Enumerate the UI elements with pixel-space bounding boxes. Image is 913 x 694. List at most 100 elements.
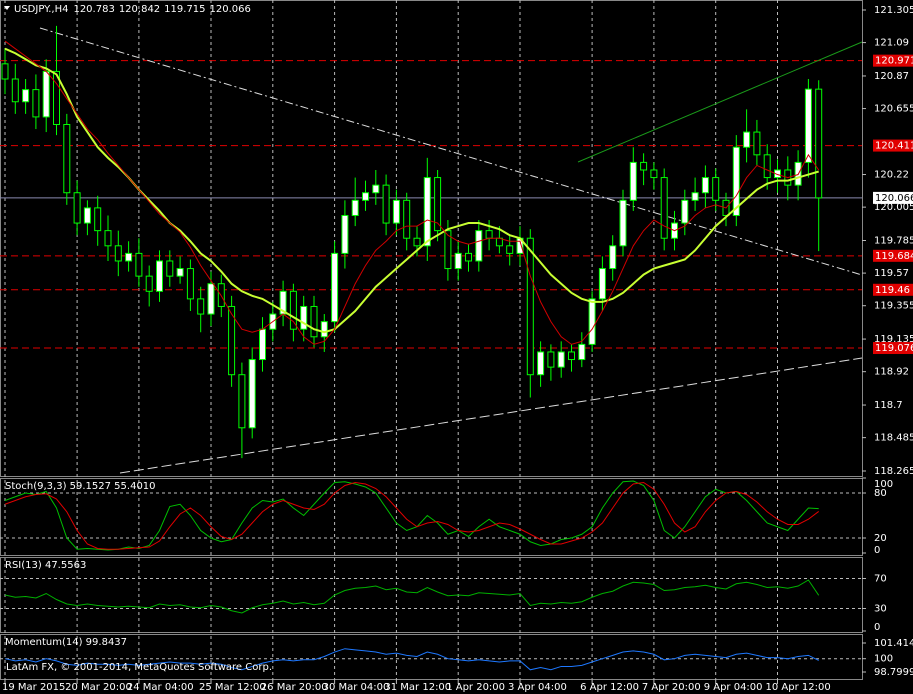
level-label: 119.684: [875, 251, 913, 262]
x-tick-label: 30 Mar 04:00: [323, 682, 390, 693]
rsi-pane: [0, 557, 863, 633]
y-tick-label: 119.57: [874, 268, 909, 279]
candle-body: [259, 328, 266, 361]
x-tick-label: 1 Apr 20:00: [446, 682, 505, 693]
candle-body: [753, 131, 761, 156]
level-label-box: [873, 283, 913, 296]
indicator-line: [4, 579, 820, 614]
candle-body: [166, 260, 174, 277]
candle-body: [537, 351, 545, 376]
candle-body: [351, 199, 359, 216]
y-tick-label: 118.92: [874, 367, 909, 378]
y-tick-label: 30: [874, 604, 887, 615]
x-tick-label: 6 Apr 12:00: [580, 682, 639, 693]
candle-body: [83, 207, 91, 224]
level-label-box: [873, 249, 913, 262]
candle-body: [619, 199, 627, 247]
trend-line: [119, 357, 863, 474]
candle-body: [763, 154, 771, 179]
y-tick-label: 70: [874, 574, 887, 585]
y-tick-label: 121.09: [874, 38, 909, 49]
candle-body: [423, 177, 431, 247]
indicator-label: Stoch(9,3,3) 59.1527 55.4010: [5, 481, 156, 492]
candle-body: [578, 343, 586, 361]
y-tick-label: 0: [874, 622, 880, 633]
open-value: 120.783: [73, 4, 114, 15]
candle-body: [547, 351, 555, 368]
candle-body: [186, 268, 194, 300]
candle-body: [42, 70, 50, 118]
symbol-icon: [4, 6, 10, 10]
y-tick-label: 120.655: [874, 104, 913, 115]
candle-body: [568, 351, 575, 361]
trend-line: [577, 41, 863, 163]
candle-body: [557, 351, 565, 368]
candle-body: [743, 131, 751, 148]
candle-body: [640, 161, 648, 171]
x-tick-label: 3 Apr 04:00: [508, 682, 567, 693]
candle-body: [94, 207, 102, 232]
y-tick-label: 119.355: [874, 301, 913, 312]
level-label: 120.411: [875, 141, 913, 152]
candle-body: [362, 192, 369, 201]
candle-body: [712, 177, 720, 201]
candle-body: [434, 177, 442, 232]
candle-body: [289, 290, 297, 330]
candle-body: [506, 245, 514, 254]
y-tick-label: 119.135: [874, 334, 913, 345]
candle-body: [413, 237, 421, 247]
candle-body: [660, 177, 668, 239]
level-label-box: [873, 342, 913, 355]
grid: [0, 0, 862, 680]
y-tick-label: 20: [874, 533, 887, 544]
x-tick-label: 26 Mar 20:00: [261, 682, 328, 693]
copyright: LatAm FX, © 2001-2014, MetaQuotes Softwa…: [6, 662, 272, 673]
x-tick-label: 25 Mar 12:00: [199, 682, 266, 693]
candle-body: [238, 374, 246, 429]
candle-body: [156, 260, 163, 292]
candle-body: [475, 230, 483, 262]
candle-body: [526, 237, 534, 376]
candle-body: [228, 305, 236, 376]
level-label-box: [873, 54, 913, 67]
candle-body: [310, 305, 318, 338]
candle-body: [804, 88, 812, 163]
level-label: 120.971: [875, 56, 913, 67]
y-tick-label: 118.485: [874, 433, 913, 444]
y-tick-label: 119.785: [874, 236, 913, 247]
x-tick-label: 20 Mar 20:00: [65, 682, 132, 693]
candle-body: [135, 252, 143, 277]
candle-body: [732, 146, 740, 216]
y-tick-label: 118.265: [874, 466, 913, 477]
y-tick-label: 0: [874, 545, 880, 556]
candle-body: [63, 123, 71, 194]
candle-body: [320, 321, 328, 338]
indicator-label: Momentum(14) 99.8437: [5, 637, 127, 648]
candle-body: [444, 230, 452, 270]
candle-body: [197, 298, 205, 315]
indicator-line: [4, 648, 819, 671]
indicator-label: RSI(13) 47.5563: [5, 560, 86, 571]
candle-body: [73, 192, 81, 224]
candle-body: [382, 184, 390, 224]
candle-body: [300, 305, 308, 330]
x-tick-label: 31 Mar 12:00: [384, 682, 451, 693]
y-tick-label: 118.7: [874, 400, 903, 411]
level-label-box: [873, 139, 913, 152]
y-tick-label: 101.4148: [874, 638, 913, 649]
candle-body: [176, 268, 184, 277]
candle-body: [588, 298, 596, 345]
candle-body: [650, 169, 658, 179]
candle-body: [53, 70, 60, 125]
candle-body: [454, 252, 462, 270]
candle-body: [104, 230, 112, 247]
y-tick-label: 120.005: [874, 202, 913, 213]
x-tick-label: 10 Apr 12:00: [766, 682, 831, 693]
low-value: 119.715: [164, 4, 205, 15]
y-tick-label: 120.22: [874, 170, 909, 181]
candle-body: [207, 283, 215, 315]
candle-body: [331, 252, 339, 323]
chart-header: USDJPY.,H4 120.783 120.842 119.715 120.066: [14, 4, 251, 15]
candle-body: [691, 192, 699, 201]
